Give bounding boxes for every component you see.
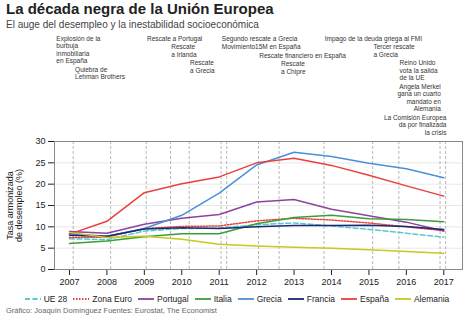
svg-text:2011: 2011 — [210, 277, 229, 287]
svg-text:Angela Merkelgana un cuartoman: Angela Merkelgana un cuartomandato enAle… — [397, 83, 441, 112]
html-text:Grecia: Grecia — [256, 294, 282, 304]
svg-text:Movimiento15M en España: Movimiento15M en España — [222, 43, 301, 51]
svg-text:Rescatea Grecia: Rescatea Grecia — [190, 59, 215, 73]
svg-text:20: 20 — [35, 179, 45, 189]
html-text:Gráfico: Joaquín Domínguez Fue: Gráfico: Joaquín Domínguez Fuentes: Euro… — [6, 306, 217, 315]
html-text:España: España — [360, 294, 389, 304]
svg-text:2014: 2014 — [321, 277, 341, 287]
svg-text:10: 10 — [35, 222, 45, 232]
html-text:Portugal: Portugal — [157, 294, 189, 304]
html-text:Italia: Italia — [213, 294, 232, 304]
svg-text:2012: 2012 — [247, 277, 267, 287]
svg-text:2009: 2009 — [134, 277, 154, 287]
html-text:Zona Euro: Zona Euro — [92, 294, 132, 304]
svg-text:2015: 2015 — [359, 277, 379, 287]
svg-text:30: 30 — [35, 136, 45, 146]
svg-text:2010: 2010 — [172, 277, 192, 287]
svg-text:2017: 2017 — [434, 277, 454, 287]
svg-text:2016: 2016 — [396, 277, 416, 287]
html-text:Francia: Francia — [306, 294, 335, 304]
svg-text:La Comisión Europeada por fina: La Comisión Europeada por finalizadala c… — [384, 114, 447, 136]
svg-text:25: 25 — [35, 158, 45, 168]
html-text:El auge del desempleo y la ine: El auge del desempleo y la inestabilidad… — [6, 19, 259, 30]
svg-text:Reino Unidovota la salidade la: Reino Unidovota la salidade la UE — [400, 59, 438, 81]
svg-text:2008: 2008 — [97, 277, 117, 287]
svg-text:Tasa armonizadade desempleo (%: Tasa armonizadade desempleo (%) — [5, 169, 24, 242]
svg-text:Rescate a Portugal: Rescate a Portugal — [147, 35, 203, 43]
svg-text:Quiebra deLehman Brothers: Quiebra deLehman Brothers — [75, 66, 126, 80]
svg-text:2007: 2007 — [59, 277, 79, 287]
svg-text:0: 0 — [40, 264, 45, 274]
html-text:UE 28: UE 28 — [43, 294, 68, 304]
svg-text:15: 15 — [35, 200, 45, 210]
svg-text:5: 5 — [40, 243, 45, 253]
html-text:Alemania: Alemania — [413, 294, 450, 304]
html-text:La década negra de la Unión Eu: La década negra de la Unión Europea — [6, 0, 274, 17]
svg-text:Rescate financiero en España: Rescate financiero en España — [259, 52, 346, 60]
svg-text:Impago de la deuda griega al F: Impago de la deuda griega al FMI — [325, 35, 422, 43]
svg-text:2013: 2013 — [284, 277, 304, 287]
svg-text:Rescatea Irlanda: Rescatea Irlanda — [171, 43, 197, 57]
svg-text:Tercer rescatea Grecia: Tercer rescatea Grecia — [373, 43, 415, 57]
svg-text:Explosión de laburbujainmobili: Explosión de laburbujainmobiliariaen Esp… — [56, 35, 100, 65]
svg-text:Rescatea Chipre: Rescatea Chipre — [281, 60, 306, 75]
svg-text:Segundo rescate a Grecia: Segundo rescate a Grecia — [222, 35, 298, 43]
